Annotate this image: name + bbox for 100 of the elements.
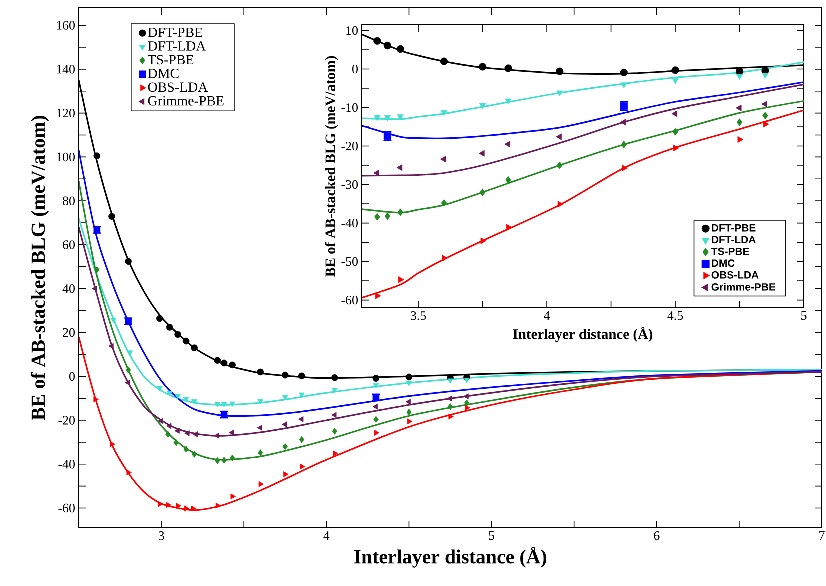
y-tick-label: 80 [63,196,75,206]
y-tick-label: -30 [342,180,358,190]
legend-label: Grimme-PBE [148,96,224,106]
point [258,450,264,456]
point [398,276,404,284]
point [620,119,626,126]
point [397,114,404,120]
x-axis-title: Interlayer distance (Å) [513,327,653,342]
point [191,506,196,512]
point [94,266,100,274]
point [92,286,98,292]
point [374,213,380,221]
point [447,396,452,402]
point [384,115,392,122]
point [480,238,487,244]
point [375,292,382,300]
y-tick-label: 120 [57,108,75,118]
y-tick-label: 0 [70,372,75,381]
point [407,418,413,425]
point [374,416,379,423]
point [282,443,288,450]
point [762,73,769,79]
point [448,403,454,410]
point [506,176,512,184]
y-tick-label: -10 [342,103,358,112]
point [374,37,382,45]
point [174,439,180,446]
point [156,386,163,392]
legend-label: DFT-LDA [712,236,756,244]
legend-label: Grimme-PBE [712,283,776,291]
point [372,375,380,382]
y-tick-label: 20 [63,328,75,338]
x-tick-label: 5 [489,532,495,540]
point [299,436,304,444]
point [332,412,337,418]
point [374,115,381,122]
y-tick-label: 60 [63,240,75,250]
legend-label: OBS-LDA [712,271,759,279]
legend-label: DMC [148,68,179,78]
point [258,481,264,488]
point [166,502,172,508]
point [125,380,130,386]
point [220,360,228,367]
point [479,103,486,110]
point [182,338,190,345]
point [396,45,404,54]
point [94,152,101,160]
point [215,457,220,464]
line-series [362,62,804,120]
point [504,64,512,72]
point [221,402,228,408]
y-tick-label: 160 [57,21,75,30]
point [479,63,487,71]
point [192,400,198,405]
y-tick-label: 10 [346,26,358,36]
point [333,450,338,457]
point [166,324,174,331]
legend-label: TS-PBE [712,248,750,256]
point [229,362,236,369]
line-series [362,110,804,299]
point [622,164,628,172]
legend-label: DFT-PBE [712,224,756,232]
y-tick-label: -60 [342,296,358,305]
point [762,112,768,120]
point [184,430,190,436]
point [406,408,412,416]
point [384,212,391,220]
point [738,136,744,144]
y-tick-label: 100 [57,152,75,162]
point [222,457,227,464]
point [506,224,512,231]
point [230,402,236,407]
point [620,68,628,77]
point [214,432,220,439]
y-tick-label: -50 [342,257,358,266]
point [736,104,742,112]
point [374,430,380,436]
point [298,416,304,422]
point [465,405,470,411]
point [441,199,448,208]
point [282,422,288,428]
point [480,188,486,196]
point [166,391,173,396]
x-tick-label: 4 [324,532,330,540]
y-axis-title: BE of AB-stacked BLG (meV/atom) [30,116,50,420]
line-series [362,82,804,140]
point [372,404,378,410]
point [736,68,744,76]
point [442,255,448,262]
x-tick-label: 5 [802,312,807,320]
point [191,344,198,352]
legend-label: DFT-LDA [148,42,206,51]
legend-label: OBS-LDA [148,82,208,92]
x-axis-title: Interlayer distance (Å) [354,547,546,568]
point [464,400,470,407]
point [556,134,562,140]
point [332,388,338,394]
point [762,101,768,108]
point [621,140,628,149]
point [108,343,114,350]
